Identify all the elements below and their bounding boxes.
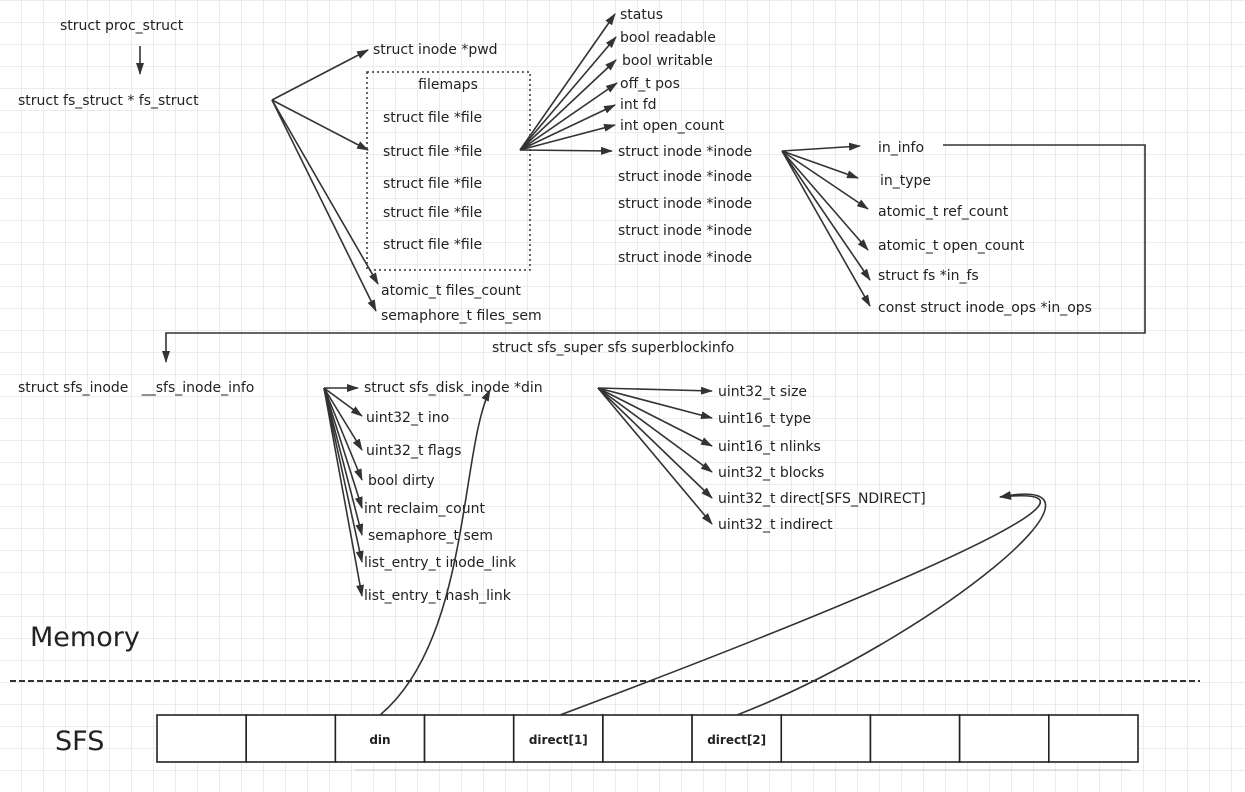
disk-block <box>869 714 961 763</box>
arrow <box>519 82 618 151</box>
file-field: int fd <box>620 97 657 113</box>
disk-block <box>156 714 247 763</box>
file-field: bool writable <box>622 53 713 69</box>
disk-block <box>1048 714 1139 763</box>
arrow <box>323 387 363 451</box>
arrow <box>519 146 613 155</box>
disk-block-label: direct[2] <box>707 733 766 747</box>
disk-block <box>958 714 1050 763</box>
inode-entry: struct inode *inode <box>618 250 752 266</box>
arrow <box>597 387 713 499</box>
inode-entry: struct inode *inode <box>618 169 752 185</box>
arrow <box>323 387 363 509</box>
sfs-label: SFS <box>55 726 104 757</box>
arrow <box>781 150 871 281</box>
file-field: off_t pos <box>620 76 680 92</box>
arrow <box>597 386 713 395</box>
arrow <box>781 142 861 152</box>
disk-inode-field: uint32_t blocks <box>718 465 824 481</box>
inode-field: atomic_t open_count <box>878 238 1025 254</box>
memory-label: Memory <box>30 622 140 653</box>
arrow <box>519 123 616 151</box>
arrow <box>519 36 617 151</box>
file-entry: struct file *file <box>383 237 482 253</box>
arrow <box>519 13 616 151</box>
disk-inode-field: uint16_t nlinks <box>718 439 821 455</box>
arrow <box>781 150 871 307</box>
arrow <box>323 387 363 417</box>
arrow <box>781 150 869 210</box>
disk-inode-field: uint16_t type <box>718 411 811 427</box>
direct2-curve <box>736 490 1047 716</box>
file-entry: struct file *file <box>383 205 482 221</box>
arrow <box>597 387 713 473</box>
sfs-inode-label: struct sfs_inode __sfs_inode_info <box>18 380 254 396</box>
superblock-label: struct sfs_super sfs superblockinfo <box>492 340 734 356</box>
din-curve <box>379 389 491 716</box>
disk-block <box>780 714 872 763</box>
disk-inode-field: uint32_t size <box>718 384 807 400</box>
fs-struct-label: struct fs_struct * fs_struct <box>18 93 199 109</box>
disk-block-label: din <box>369 733 390 747</box>
arrow <box>781 150 869 251</box>
sfs-inode-field: int reclaim_count <box>364 501 485 517</box>
in-info-connector <box>162 144 1146 363</box>
sfs-inode-field: uint32_t flags <box>366 443 461 459</box>
arrow <box>271 99 369 151</box>
inode-entry: struct inode *inode <box>618 196 752 212</box>
pwd-label: struct inode *pwd <box>373 42 498 58</box>
inode-entry: struct inode *inode <box>618 144 752 160</box>
file-entry: struct file *file <box>383 110 482 126</box>
disk-block <box>691 714 783 763</box>
arrow <box>271 99 377 312</box>
files-sem-label: semaphore_t files_sem <box>381 308 542 324</box>
disk-block <box>245 714 337 763</box>
sfs-inode-field: list_entry_t inode_link <box>364 555 517 571</box>
sfs-inode-field: uint32_t ino <box>366 410 449 426</box>
sfs-inode-field: bool dirty <box>368 473 435 489</box>
sfs-inode-field: semaphore_t sem <box>368 528 493 544</box>
arrow <box>323 387 364 597</box>
arrow <box>271 49 369 101</box>
inode-entry: struct inode *inode <box>618 223 752 239</box>
disk-block <box>602 714 693 763</box>
inode-field: const struct inode_ops *in_ops <box>878 300 1092 316</box>
arrow <box>323 387 364 563</box>
arrow <box>597 387 713 420</box>
arrow <box>519 59 617 151</box>
inode-field: in_info <box>878 140 924 156</box>
disk-block-label: direct[1] <box>529 733 588 747</box>
inode-field: struct fs *in_fs <box>878 268 979 284</box>
direct1-curve <box>559 491 1042 716</box>
inode-field: atomic_t ref_count <box>878 204 1009 220</box>
file-field: bool readable <box>620 30 716 46</box>
file-field: status <box>620 7 663 23</box>
file-field: int open_count <box>620 118 725 134</box>
arrow <box>519 104 616 151</box>
filemaps-box <box>366 71 531 271</box>
proc-struct-label: struct proc_struct <box>60 18 184 34</box>
disk-inode-field: uint32_t indirect <box>718 517 833 533</box>
din-label: struct sfs_disk_inode *din <box>364 380 543 396</box>
arrow <box>597 387 713 447</box>
arrow <box>597 387 713 525</box>
filemaps-title: filemaps <box>418 77 478 93</box>
inode-field: in_type <box>880 173 931 189</box>
files-count-label: atomic_t files_count <box>381 283 521 299</box>
arrow <box>323 387 364 536</box>
disk-inode-field: uint32_t direct[SFS_NDIRECT] <box>718 491 926 507</box>
arrow <box>271 99 379 285</box>
file-entry: struct file *file <box>383 144 482 160</box>
sfs-block-row: din direct[1] direct[2] <box>156 714 1139 763</box>
disk-block <box>423 714 515 763</box>
file-entry: struct file *file <box>383 176 482 192</box>
arrow <box>323 387 363 481</box>
sfs-inode-field: list_entry_t hash_link <box>364 588 512 604</box>
arrow <box>781 150 859 179</box>
disk-block <box>334 714 426 763</box>
